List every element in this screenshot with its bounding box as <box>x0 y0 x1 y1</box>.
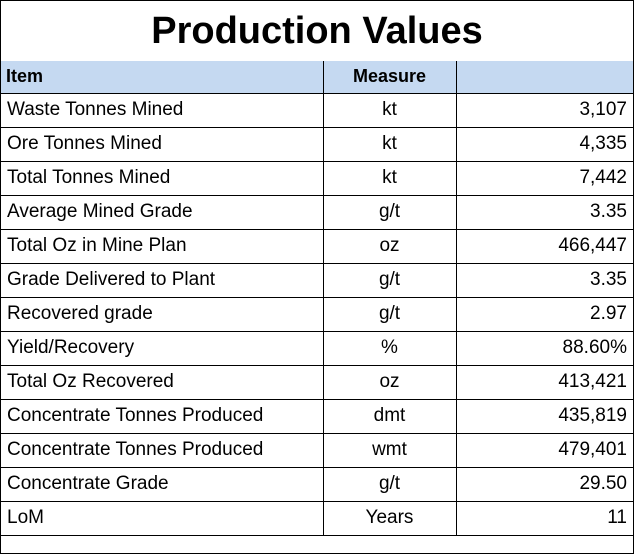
row-item: Concentrate Tonnes Produced <box>1 398 324 434</box>
row-value: 7,442 <box>455 160 633 196</box>
row-measure: kt <box>322 93 457 128</box>
row-measure: g/t <box>322 466 457 502</box>
table-row: Total Oz in Mine Plan oz 466,447 <box>1 228 633 264</box>
row-item: Total Oz in Mine Plan <box>1 228 324 264</box>
table-row: Grade Delivered to Plant g/t 3.35 <box>1 262 633 298</box>
column-header-measure: Measure <box>322 61 457 94</box>
row-value: 4,335 <box>455 126 633 162</box>
row-item: Recovered grade <box>1 296 324 332</box>
row-item: Waste Tonnes Mined <box>1 93 324 128</box>
row-value: 29.50 <box>455 466 633 502</box>
table-header-row: Item Measure <box>1 61 633 94</box>
row-item: Concentrate Tonnes Produced <box>1 432 324 468</box>
table-row: Concentrate Grade g/t 29.50 <box>1 466 633 502</box>
row-value: 3,107 <box>455 93 633 128</box>
row-item: Grade Delivered to Plant <box>1 262 324 298</box>
row-value: 413,421 <box>455 364 633 400</box>
table-row: Yield/Recovery % 88.60% <box>1 330 633 366</box>
row-item: Average Mined Grade <box>1 194 324 230</box>
row-value: 11 <box>455 500 633 536</box>
row-value: 435,819 <box>455 398 633 434</box>
row-measure: oz <box>322 228 457 264</box>
table-row: Average Mined Grade g/t 3.35 <box>1 194 633 230</box>
row-measure: dmt <box>322 398 457 434</box>
column-header-item: Item <box>1 61 324 94</box>
page-title: Production Values <box>1 1 633 62</box>
row-value: 88.60% <box>455 330 633 366</box>
row-item: Ore Tonnes Mined <box>1 126 324 162</box>
table-row: Ore Tonnes Mined kt 4,335 <box>1 126 633 162</box>
row-measure: Years <box>322 500 457 536</box>
table-row: Waste Tonnes Mined kt 3,107 <box>1 93 633 128</box>
table-row: LoM Years 11 <box>1 500 633 536</box>
row-measure: wmt <box>322 432 457 468</box>
row-value: 3.35 <box>455 262 633 298</box>
table-row: Concentrate Tonnes Produced wmt 479,401 <box>1 432 633 468</box>
column-header-value <box>455 61 633 94</box>
row-measure: g/t <box>322 262 457 298</box>
row-measure: kt <box>322 160 457 196</box>
row-measure: g/t <box>322 194 457 230</box>
row-measure: % <box>322 330 457 366</box>
row-value: 3.35 <box>455 194 633 230</box>
table-row: Recovered grade g/t 2.97 <box>1 296 633 332</box>
row-item: LoM <box>1 500 324 536</box>
row-value: 2.97 <box>455 296 633 332</box>
row-item: Yield/Recovery <box>1 330 324 366</box>
table-row: Concentrate Tonnes Produced dmt 435,819 <box>1 398 633 434</box>
table-row: Total Oz Recovered oz 413,421 <box>1 364 633 400</box>
row-item: Total Tonnes Mined <box>1 160 324 196</box>
row-measure: g/t <box>322 296 457 332</box>
row-value: 466,447 <box>455 228 633 264</box>
row-value: 479,401 <box>455 432 633 468</box>
row-measure: kt <box>322 126 457 162</box>
row-item: Total Oz Recovered <box>1 364 324 400</box>
table-row: Total Tonnes Mined kt 7,442 <box>1 160 633 196</box>
production-table: Item Measure Waste Tonnes Mined kt 3,107… <box>1 61 633 536</box>
row-item: Concentrate Grade <box>1 466 324 502</box>
row-measure: oz <box>322 364 457 400</box>
